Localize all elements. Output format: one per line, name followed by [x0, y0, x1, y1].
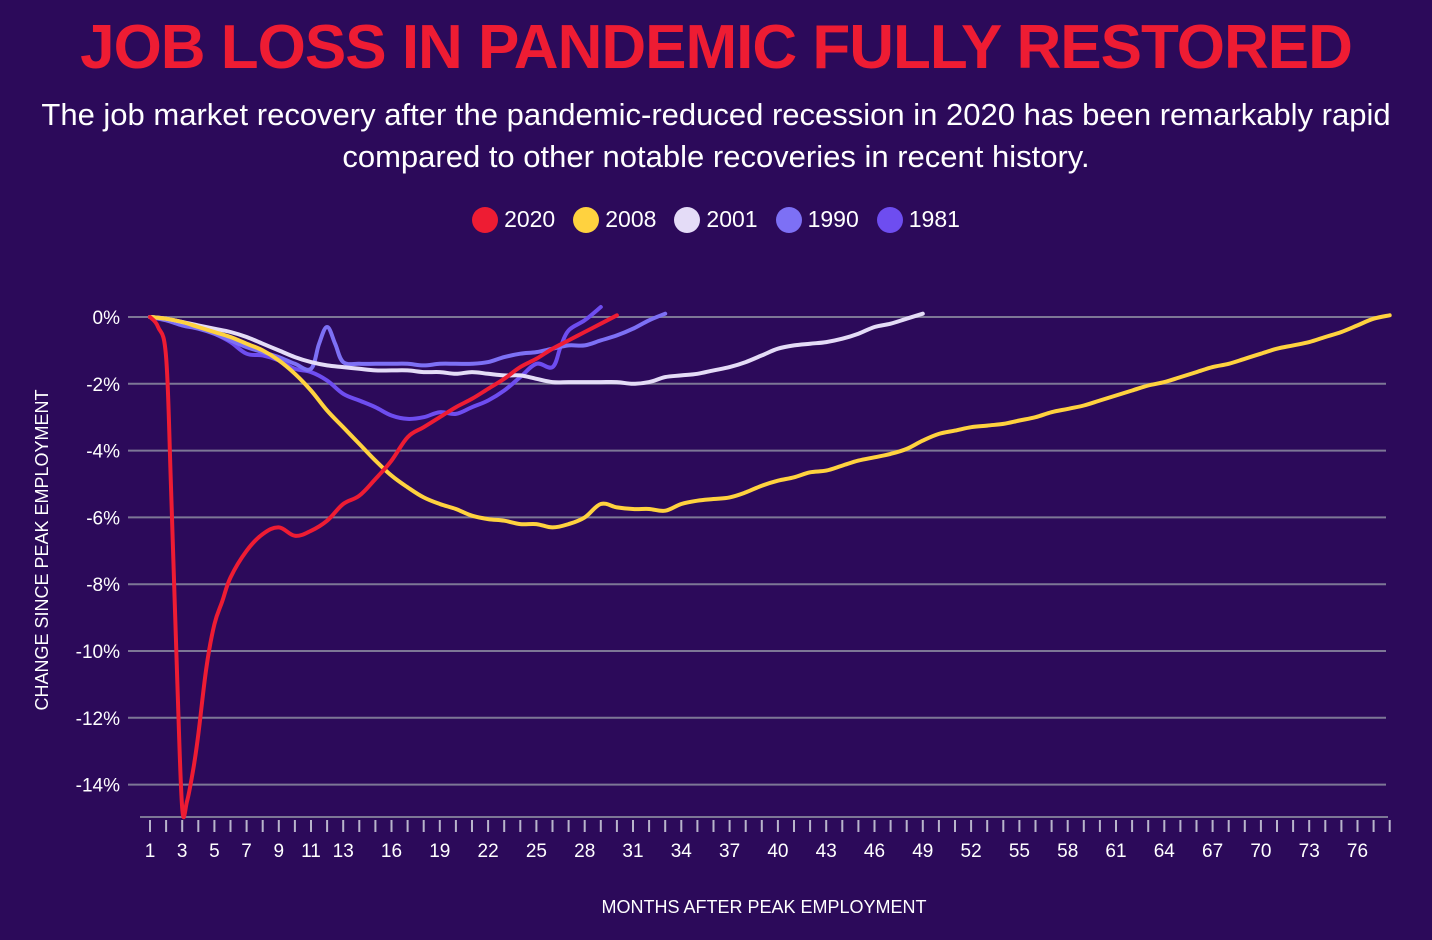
- series-lines: [148, 305, 1392, 820]
- chart-title: JOB LOSS IN PANDEMIC FULLY RESTORED: [80, 13, 1353, 82]
- x-tick-label: 70: [1250, 841, 1271, 862]
- x-tick-label: 1: [145, 841, 156, 862]
- x-tick-label: 37: [719, 841, 740, 862]
- x-tick-label: 76: [1347, 841, 1368, 862]
- legend: 2020 2008 2001 1990 1981: [0, 206, 1432, 233]
- x-tick-label: 34: [671, 841, 693, 862]
- legend-item-2020: 2020: [472, 206, 555, 233]
- legend-item-1990: 1990: [775, 206, 859, 233]
- x-tick-label: 22: [478, 841, 499, 862]
- legend-item-2001: 2001: [674, 206, 758, 233]
- x-tick-label: 19: [429, 841, 450, 862]
- y-tick-label: -12%: [76, 709, 120, 730]
- x-tick-label: 7: [241, 841, 252, 862]
- series-line-1990: [148, 311, 668, 372]
- y-tick-label: -8%: [86, 575, 120, 596]
- y-tick-label: -2%: [86, 375, 120, 396]
- legend-swatch: [775, 206, 802, 233]
- y-tick-label: -4%: [86, 442, 120, 463]
- legend-item-1981: 1981: [876, 206, 960, 233]
- x-tick-label: 46: [864, 841, 885, 862]
- x-tick-label: 11: [301, 841, 321, 862]
- x-tick-label: 55: [1009, 841, 1030, 862]
- x-tick-label: 9: [274, 841, 285, 862]
- chart-subtitle: The job market recovery after the pandem…: [41, 97, 1391, 174]
- y-tick-label: -14%: [76, 776, 120, 797]
- x-tick-label: 25: [526, 841, 547, 862]
- x-tick-label: 64: [1154, 841, 1176, 862]
- y-axis-title: CHANGE SINCE PEAK EMPLOYMENT: [32, 389, 52, 710]
- y-tick-label: -10%: [76, 642, 120, 663]
- x-tick-label: 58: [1057, 841, 1078, 862]
- y-axis-ticks: 0% -2% -4% -6% -8% -10% -12% -14%: [76, 308, 120, 797]
- x-axis: 1 3 5 7 9 11 13 16 19 22 25 28 31 34 37 40 43 46 49 52 55 58 6…: [140, 816, 1391, 862]
- x-tick-label: 67: [1202, 841, 1223, 862]
- legend-label: 1981: [908, 206, 960, 232]
- x-tick-label: 49: [912, 841, 933, 862]
- legend-label: 2020: [504, 206, 556, 232]
- x-tick-label: 28: [574, 841, 595, 862]
- y-tick-label: -6%: [86, 508, 120, 529]
- legend-swatch: [674, 206, 701, 233]
- legend-label: 2008: [605, 206, 657, 232]
- legend-label: 2001: [706, 206, 758, 232]
- series-line-2001: [148, 311, 925, 386]
- x-tick-label: 61: [1105, 841, 1126, 862]
- x-tick-label: 43: [816, 841, 837, 862]
- x-tick-label: 40: [767, 841, 788, 862]
- series-line-2008: [148, 313, 1392, 530]
- x-axis-title: MONTHS AFTER PEAK EMPLOYMENT: [601, 897, 926, 917]
- legend-label: 1990: [807, 206, 859, 232]
- legend-swatch: [876, 206, 903, 233]
- x-tick-label: 13: [333, 841, 354, 862]
- series-line-2020: [148, 313, 619, 820]
- x-tick-label: 16: [381, 841, 402, 862]
- grid-lines: [128, 316, 1386, 786]
- y-tick-label: 0%: [93, 308, 121, 329]
- legend-swatch: [472, 206, 499, 233]
- x-tick-label: 31: [622, 841, 643, 862]
- legend-swatch: [573, 206, 600, 233]
- legend-item-2008: 2008: [573, 206, 656, 233]
- x-tick-label: 73: [1299, 841, 1320, 862]
- x-tick-label: 5: [209, 841, 220, 862]
- x-tick-label: 3: [177, 841, 188, 862]
- x-tick-label: 52: [961, 841, 982, 862]
